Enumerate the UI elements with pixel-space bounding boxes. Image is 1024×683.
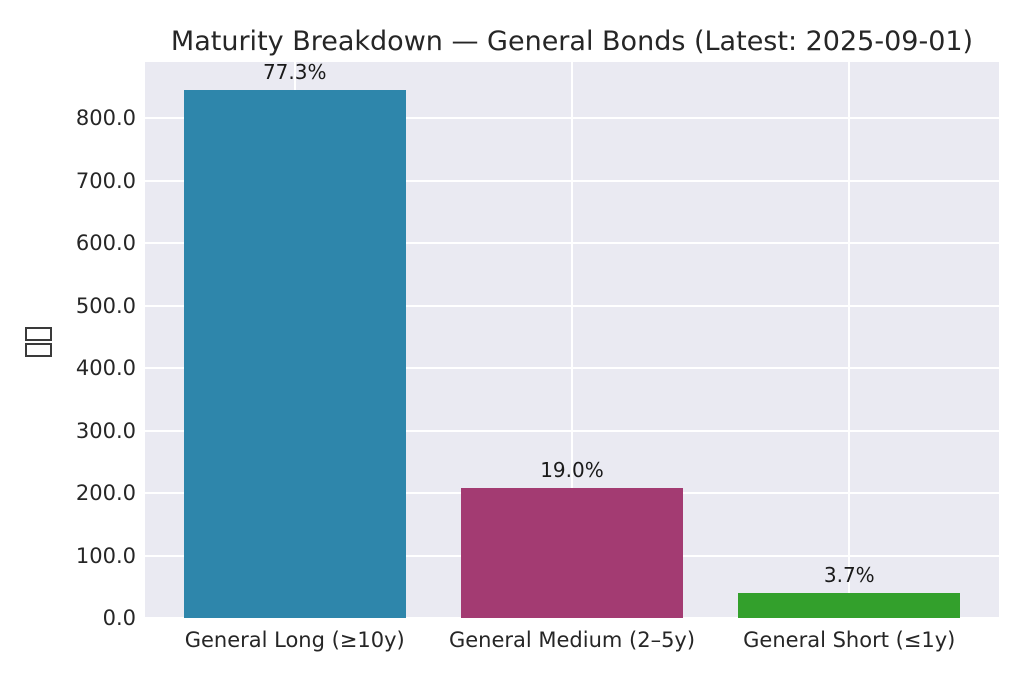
y-tick-label: 0.0 [102, 606, 136, 630]
y-axis: 0.0 100.0 200.0 300.0 400.0 500.0 600.0 700.0 80… [0, 62, 136, 630]
bar: 77.3% [183, 60, 406, 618]
x-tick-label: General Long (≥10y) [184, 628, 405, 652]
y-tick-label: 800.0 [75, 106, 136, 131]
missing-glyph-box [25, 327, 52, 341]
y-axis-label [25, 327, 52, 357]
y-tick-label: 400.0 [75, 356, 136, 381]
bar-value-label: 77.3% [262, 59, 327, 84]
x-tick-label: General Short (≤1y) [743, 628, 956, 652]
y-tick-label: 100.0 [75, 543, 136, 568]
y-tick-label: 500.0 [75, 293, 136, 318]
missing-glyph-box [25, 343, 52, 357]
bar: 19.0% [461, 458, 683, 618]
y-tick-label: 300.0 [75, 418, 136, 443]
bar-value-label: 19.0% [540, 458, 604, 483]
y-tick-label: 700.0 [75, 168, 136, 193]
bar-value-label: 3.7% [823, 563, 875, 588]
bar: 3.7% [738, 563, 961, 618]
plot-area: 77.3% 19.0% 3.7% [145, 60, 999, 619]
y-tick-label: 200.0 [75, 481, 136, 506]
x-tick-label: General Medium (2–5y) [448, 628, 696, 652]
x-axis: General Long (≥10y) General Medium (2–5y)… [145, 628, 999, 660]
chart-title: Maturity Breakdown — General Bonds (Late… [170, 26, 974, 57]
gridline [145, 617, 999, 619]
gridline [571, 62, 573, 618]
y-tick-label: 600.0 [75, 231, 136, 256]
gridline [848, 62, 851, 618]
